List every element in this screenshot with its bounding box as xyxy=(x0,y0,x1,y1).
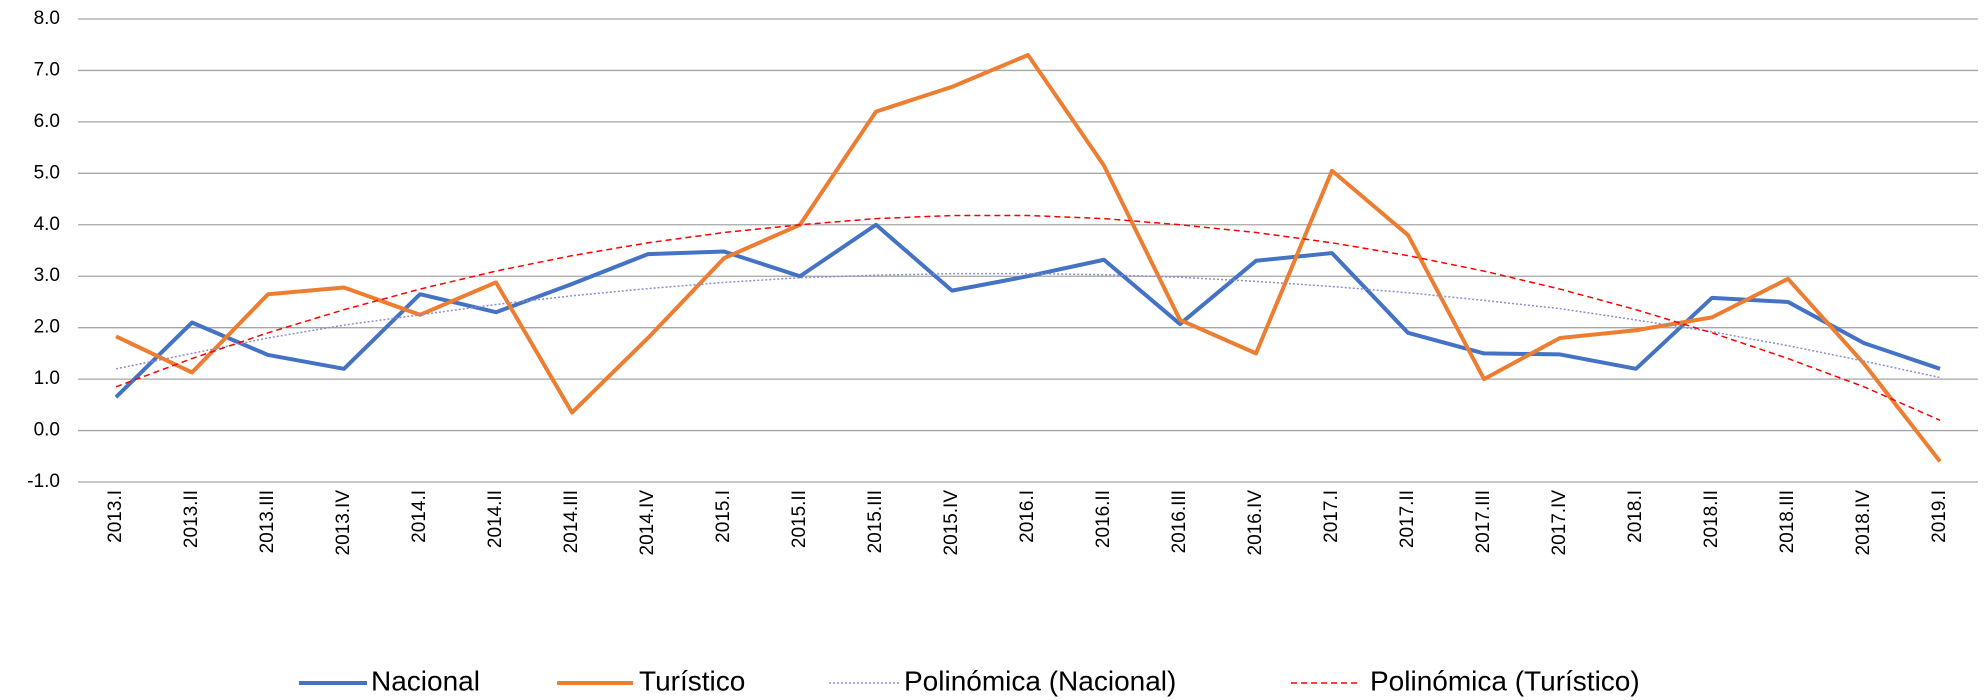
x-tick-label: 2018.III xyxy=(1777,490,1798,553)
y-tick-label: -1.0 xyxy=(27,471,60,492)
x-tick-label: 2014.II xyxy=(485,490,506,548)
x-tick-label: 2015.I xyxy=(713,490,734,543)
x-tick-label: 2013.II xyxy=(181,490,202,548)
x-tick-label: 2014.I xyxy=(409,490,430,543)
x-tick-label: 2013.I xyxy=(105,490,126,543)
y-tick-label: 7.0 xyxy=(34,59,60,80)
y-tick-label: 3.0 xyxy=(34,265,60,286)
x-tick-label: 2018.II xyxy=(1701,490,1722,548)
y-tick-label: 8.0 xyxy=(34,8,60,29)
legend-label: Nacional xyxy=(371,665,480,696)
x-tick-label: 2018.IV xyxy=(1853,490,1874,556)
x-tick-label: 2017.II xyxy=(1397,490,1418,548)
series-line xyxy=(115,272,1941,379)
series-line xyxy=(115,214,1941,421)
x-tick-label: 2016.I xyxy=(1017,490,1038,543)
x-tick-label: 2016.III xyxy=(1169,490,1190,553)
series-line xyxy=(115,53,1942,463)
x-tick-label: 2017.III xyxy=(1473,490,1494,553)
y-tick-label: 5.0 xyxy=(34,162,60,183)
series-line xyxy=(114,222,1941,399)
x-tick-label: 2015.IV xyxy=(941,490,962,556)
x-tick-label: 2017.IV xyxy=(1549,490,1570,556)
x-tick-label: 2017.I xyxy=(1321,490,1342,543)
legend-label: Polinómica (Turístico) xyxy=(1370,665,1640,696)
x-tick-label: 2016.II xyxy=(1093,490,1114,548)
x-tick-label: 2014.IV xyxy=(637,490,658,556)
x-tick-label: 2016.IV xyxy=(1245,490,1266,556)
x-tick-label: 2013.IV xyxy=(333,490,354,556)
x-tick-label: 2015.III xyxy=(865,490,886,553)
x-tick-label: 2013.III xyxy=(257,490,278,553)
y-tick-label: 0.0 xyxy=(34,420,60,441)
x-tick-label: 2018.I xyxy=(1625,490,1646,543)
y-tick-label: 2.0 xyxy=(34,317,60,338)
y-tick-label: 6.0 xyxy=(34,111,60,132)
legend-label: Turístico xyxy=(639,665,745,696)
y-tick-label: 1.0 xyxy=(34,368,60,389)
legend-label: Polinómica (Nacional) xyxy=(904,665,1176,696)
x-tick-label: 2014.III xyxy=(561,490,582,553)
x-tick-label: 2015.II xyxy=(789,490,810,548)
x-tick-label: 2019.I xyxy=(1929,490,1950,543)
y-tick-label: 4.0 xyxy=(34,214,60,235)
